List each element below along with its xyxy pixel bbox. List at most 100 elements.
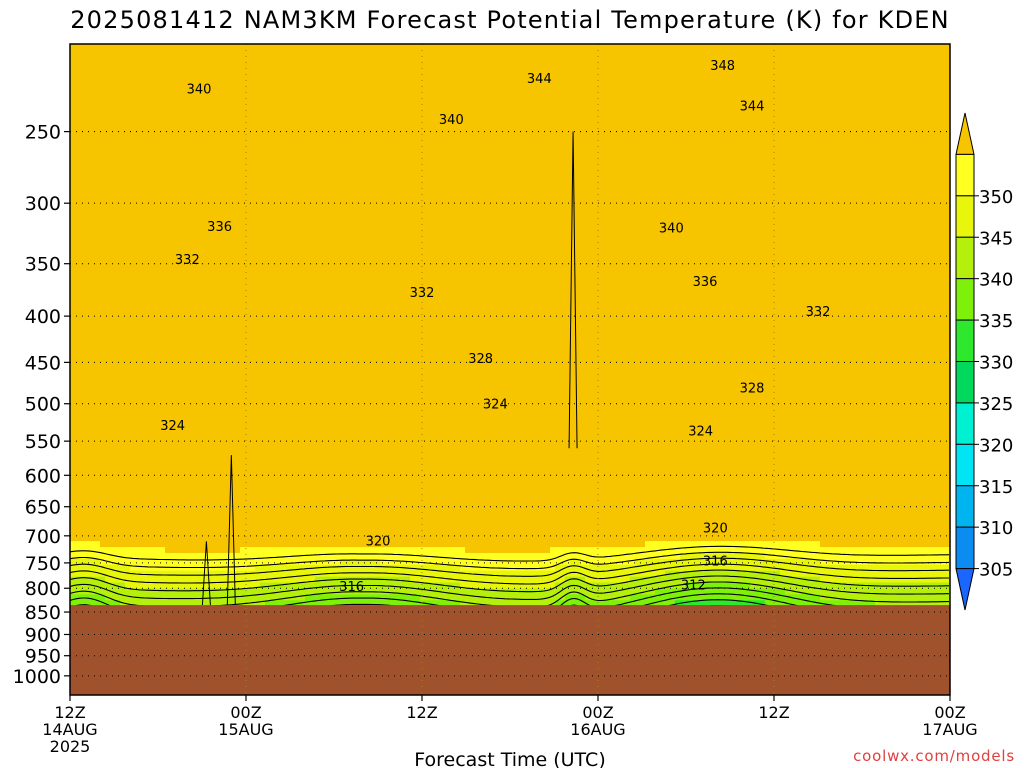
fill-cell <box>225 168 231 175</box>
fill-cell <box>200 180 206 187</box>
fill-cell <box>185 535 191 542</box>
fill-cell <box>280 345 286 353</box>
fill-cell <box>130 239 136 246</box>
fill-cell <box>205 511 211 519</box>
fill-cell <box>100 257 106 264</box>
fill-cell <box>75 233 81 240</box>
fill-cell <box>100 304 106 311</box>
fill-cell <box>105 298 111 305</box>
fill-cell <box>275 582 281 590</box>
fill-cell <box>80 61 86 69</box>
fill-cell <box>285 221 291 229</box>
fill-cell <box>280 564 286 572</box>
fill-cell <box>175 120 181 128</box>
fill-cell <box>245 174 251 181</box>
fill-cell <box>135 227 141 234</box>
fill-cell <box>100 558 106 566</box>
fill-cell <box>265 464 271 471</box>
fill-cell <box>75 570 81 578</box>
fill-cell <box>120 357 126 365</box>
fill-cell <box>270 304 276 311</box>
fill-cell <box>250 186 256 193</box>
fill-cell <box>280 428 286 436</box>
fill-cell <box>85 239 91 246</box>
fill-cell <box>245 144 251 152</box>
fill-cell <box>255 268 261 276</box>
fill-cell <box>240 446 246 453</box>
fill-cell <box>170 440 176 448</box>
fill-cell <box>265 476 271 483</box>
fill-cell <box>165 103 171 110</box>
fill-cell <box>85 393 91 400</box>
fill-cell <box>295 186 301 193</box>
fill-cell <box>190 120 196 128</box>
fill-cell <box>115 339 121 347</box>
fill-cell <box>150 476 156 483</box>
fill-cell <box>85 144 91 152</box>
fill-cell <box>275 286 281 294</box>
fill-cell <box>260 328 266 335</box>
fill-cell <box>185 594 191 601</box>
fill-cell <box>130 91 136 98</box>
fill-cell <box>135 387 141 394</box>
fill-cell <box>255 422 261 430</box>
fill-cell <box>145 541 151 548</box>
fill-cell <box>235 582 241 590</box>
fill-cell <box>215 162 221 169</box>
fill-cell <box>275 594 281 601</box>
fill-cell <box>170 257 176 264</box>
fill-cell <box>90 493 96 501</box>
fill-cell <box>260 262 266 270</box>
fill-cell <box>240 458 246 465</box>
fill-cell <box>120 434 126 442</box>
fill-cell <box>140 44 146 51</box>
fill-cell <box>245 399 251 406</box>
fill-cell <box>245 428 251 436</box>
fill-cell <box>190 239 196 246</box>
fill-cell <box>100 44 106 51</box>
fill-cell <box>215 481 221 489</box>
fill-cell <box>285 458 291 465</box>
fill-cell <box>235 505 241 513</box>
fill-cell <box>270 203 276 211</box>
fill-cell <box>70 304 76 311</box>
fill-cell <box>160 452 166 459</box>
fill-cell <box>130 156 136 163</box>
fill-cell <box>110 499 116 507</box>
fill-cell <box>275 410 281 418</box>
fill-cell <box>140 499 146 507</box>
fill-cell <box>80 168 86 175</box>
fill-cell <box>105 61 111 69</box>
fill-cell <box>135 511 141 519</box>
fill-cell <box>180 257 186 264</box>
fill-cell <box>140 328 146 335</box>
fill-cell <box>170 410 176 418</box>
fill-cell <box>145 79 151 87</box>
fill-cell <box>185 511 191 519</box>
fill-cell <box>215 304 221 311</box>
fill-cell <box>215 541 221 548</box>
fill-cell <box>70 262 76 270</box>
fill-cell <box>155 126 161 134</box>
fill-cell <box>230 304 236 311</box>
fill-cell <box>155 582 161 590</box>
fill-cell <box>115 345 121 353</box>
fill-cell <box>200 85 206 92</box>
fill-cell <box>245 61 251 69</box>
fill-cell <box>80 351 86 359</box>
fill-cell <box>125 499 131 507</box>
fill-cell <box>160 576 166 584</box>
fill-cell <box>70 251 76 258</box>
fill-cell <box>215 333 221 341</box>
fill-cell <box>215 493 221 501</box>
fill-cell <box>150 85 156 92</box>
fill-cell <box>95 600 101 607</box>
fill-cell <box>255 369 261 377</box>
fill-cell <box>155 156 161 163</box>
fill-cell <box>95 132 101 140</box>
fill-cell <box>275 558 281 566</box>
fill-cell <box>190 375 196 382</box>
fill-cell <box>240 523 246 530</box>
fill-cell <box>190 481 196 489</box>
fill-cell <box>120 529 126 536</box>
